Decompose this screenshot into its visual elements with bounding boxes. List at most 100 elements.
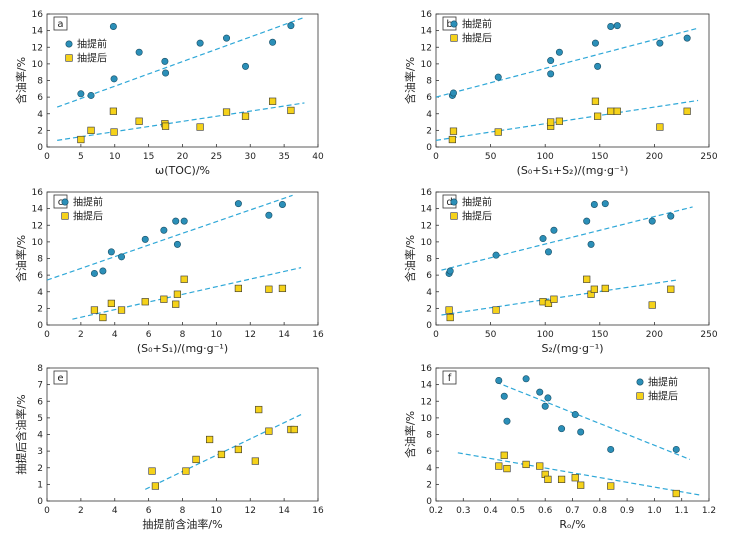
point-before — [656, 39, 664, 47]
point-before — [242, 62, 250, 70]
y-tick-label: 8 — [426, 77, 432, 87]
y-tick-label: 6 — [426, 447, 432, 457]
x-tick-label: 10 — [109, 152, 121, 162]
x-tick-label: 100 — [537, 152, 554, 162]
y-tick-label: 10 — [32, 238, 44, 248]
panel-tag-box — [53, 16, 68, 31]
x-tick-label: 0 — [44, 152, 50, 162]
plot-frame — [46, 367, 319, 502]
panel-tag-box — [442, 370, 457, 385]
point-before — [287, 22, 295, 30]
point-after — [182, 467, 190, 475]
y-tick-label: 8 — [426, 431, 432, 441]
point-after — [557, 475, 566, 483]
point-after — [251, 457, 259, 465]
y-tick-label: 2 — [426, 480, 432, 490]
x-tick-label: 1.2 — [702, 506, 716, 516]
x-tick-label: 5 — [78, 152, 84, 162]
panel-tag: d — [446, 197, 452, 208]
point-before — [601, 200, 609, 208]
point-before — [87, 91, 95, 99]
y-tick-label: 7 — [37, 381, 43, 391]
point-before — [172, 217, 180, 225]
point-after — [217, 450, 226, 459]
y-tick-label: 12 — [421, 221, 432, 231]
y-tick-label: 4 — [37, 431, 43, 441]
point-after — [492, 306, 500, 314]
x-axis-label: Rₒ/% — [559, 518, 585, 531]
point-after — [494, 128, 502, 136]
y-tick-label: 4 — [37, 110, 43, 120]
point-before — [446, 267, 454, 275]
x-tick-label: 30 — [245, 152, 257, 162]
legend-marker-after — [61, 212, 69, 220]
point-after — [536, 462, 544, 470]
point-before — [503, 417, 511, 425]
y-tick-label: 8 — [426, 255, 432, 265]
y-axis-label: 含油率/% — [403, 57, 417, 104]
y-tick-label: 2 — [37, 304, 43, 314]
point-before — [110, 75, 118, 83]
point-before — [558, 425, 566, 433]
y-tick-label: 14 — [421, 27, 433, 37]
x-tick-label: 0.9 — [620, 506, 635, 516]
legend-marker-before — [450, 20, 458, 28]
x-tick-label: 16 — [312, 330, 324, 340]
x-tick-label: 8 — [180, 506, 186, 516]
legend-label: 抽提后 — [73, 210, 103, 223]
point-after — [141, 298, 149, 306]
point-before — [160, 226, 168, 234]
legend-label: 抽提前 — [73, 196, 103, 209]
trend-line-before — [495, 381, 691, 460]
x-tick-label: 10 — [211, 506, 223, 516]
y-tick-label: 14 — [32, 205, 44, 215]
y-tick-label: 16 — [421, 10, 433, 20]
legend-label: 抽提后 — [462, 32, 492, 45]
x-tick-label: 0 — [433, 152, 439, 162]
x-tick-label: 0.3 — [456, 506, 470, 516]
x-tick-label: 16 — [312, 506, 324, 516]
point-before — [590, 200, 598, 208]
x-tick-label: 12 — [245, 506, 256, 516]
point-after — [500, 451, 508, 459]
legend-label: 抽提后 — [462, 210, 492, 223]
y-tick-label: 0 — [37, 321, 43, 331]
point-after — [107, 299, 115, 307]
point-after — [672, 489, 680, 498]
y-tick-label: 6 — [37, 397, 43, 407]
legend-label: 抽提后 — [648, 390, 678, 403]
x-tick-label: 2 — [78, 330, 84, 340]
point-after — [173, 290, 182, 298]
x-axis-label: ω(TOC)/% — [155, 164, 210, 177]
point-after — [445, 306, 453, 314]
legend-label: 抽提前 — [462, 18, 492, 31]
trend-line-before — [436, 27, 699, 98]
x-tick-label: 150 — [591, 152, 608, 162]
point-after — [667, 285, 675, 293]
point-before — [607, 22, 615, 30]
point-after — [446, 313, 454, 322]
legend-marker-after — [450, 34, 458, 42]
point-after — [591, 97, 600, 105]
x-tick-label: 6 — [146, 330, 152, 340]
trend-line-before — [441, 206, 693, 271]
point-before — [539, 235, 547, 243]
y-tick-label: 12 — [32, 43, 43, 53]
x-tick-label: 35 — [278, 152, 289, 162]
x-tick-label: 14 — [278, 330, 290, 340]
point-before — [594, 62, 602, 70]
x-tick-label: 15 — [143, 152, 154, 162]
point-after — [683, 107, 691, 115]
legend-marker-after — [450, 212, 458, 220]
x-axis-label: S₂/(mg·g⁻¹) — [541, 342, 603, 355]
y-tick-label: 16 — [421, 364, 433, 374]
y-tick-label: 0 — [426, 143, 432, 153]
x-tick-label: 250 — [700, 152, 717, 162]
point-after — [87, 126, 95, 134]
x-tick-label: 0 — [433, 330, 439, 340]
point-after — [287, 106, 295, 115]
y-tick-label: 2 — [426, 126, 432, 136]
